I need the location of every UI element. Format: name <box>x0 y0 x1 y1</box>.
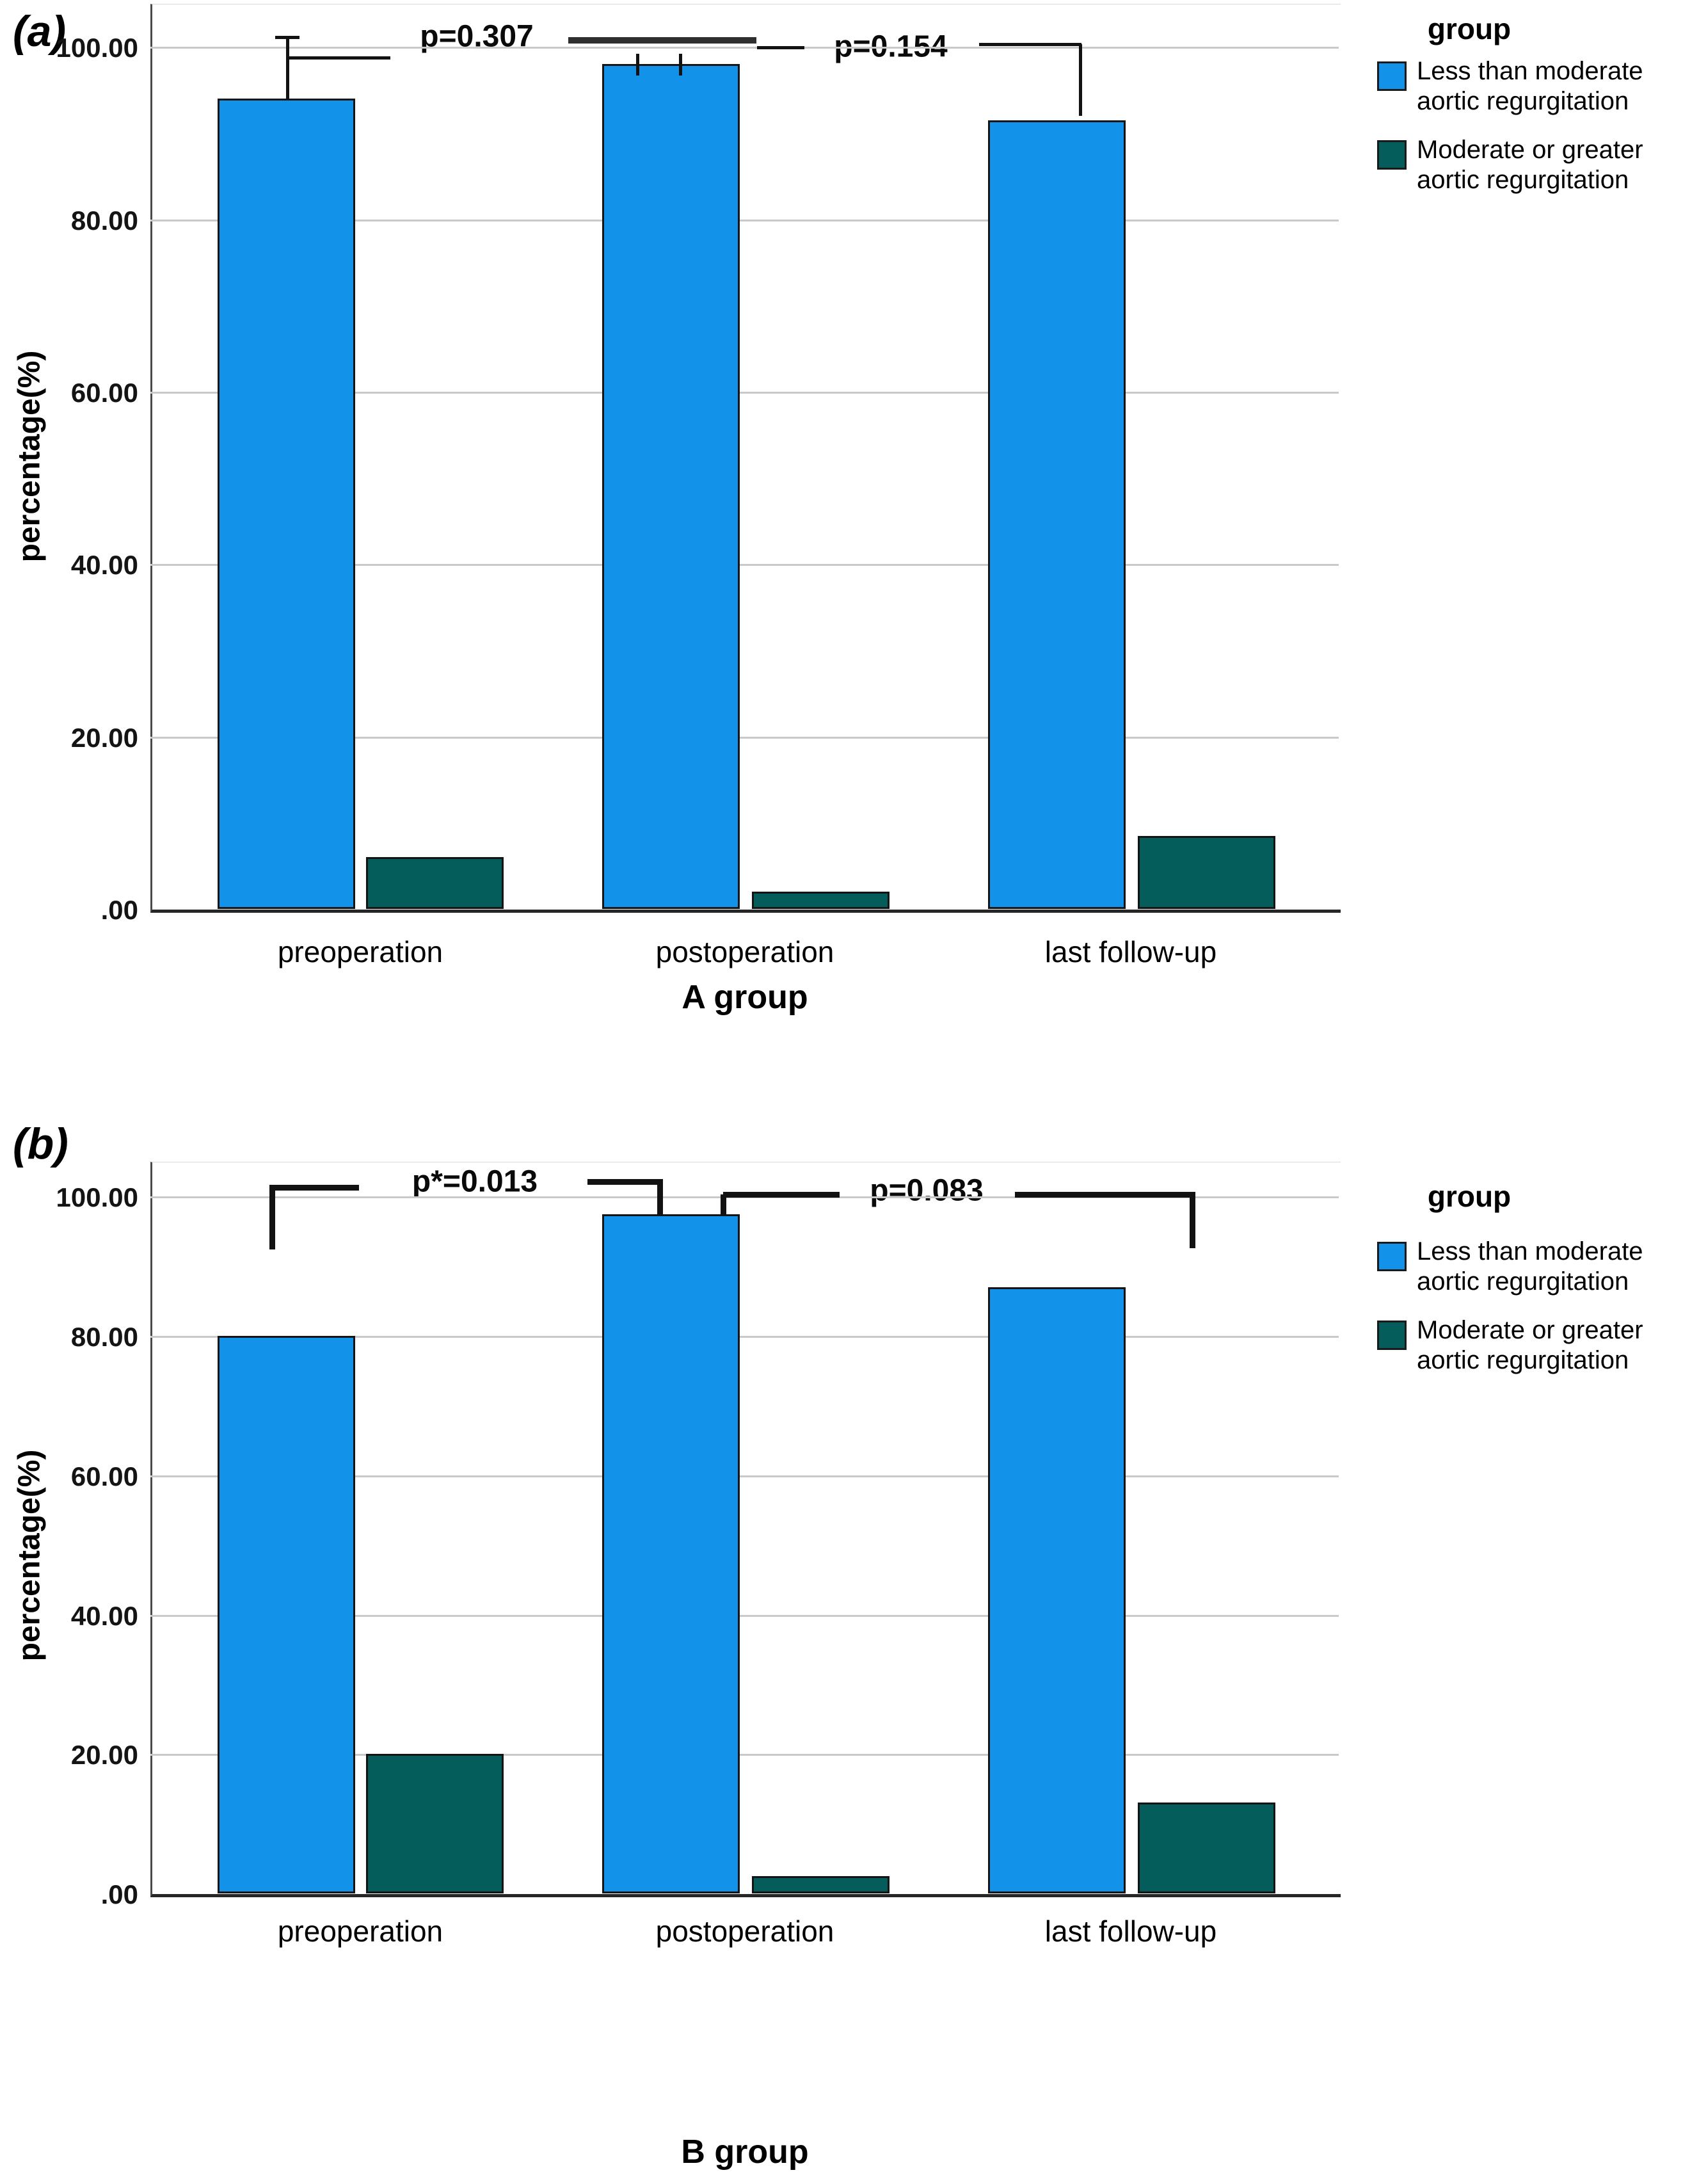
bar-moderate-or-greater-last-follow-up <box>1138 1803 1275 1893</box>
bar-less-than-moderate-preoperation <box>218 1336 355 1893</box>
bar-less-than-moderate-last-follow-up <box>988 120 1126 909</box>
y-tick-label-60: 60.00 <box>70 378 138 408</box>
annotation-line-4 <box>721 1194 726 1215</box>
gridline-60 <box>150 392 1339 394</box>
gridline-80 <box>150 1336 1339 1338</box>
gridline-40 <box>150 564 1339 566</box>
gridline-20 <box>150 1754 1339 1756</box>
x-tick-label-postoperation: postoperation <box>655 1915 834 1948</box>
y-tick-label-0: .00 <box>100 1879 138 1909</box>
annotation-line-5 <box>979 43 1081 46</box>
gridline-100 <box>150 47 1339 49</box>
legend-label-teal: Moderate or greater aortic regurgitation <box>1417 136 1643 194</box>
gridline-80 <box>150 219 1339 221</box>
panel-b-letter: (b) <box>13 1120 68 1168</box>
y-tick-label-20: 20.00 <box>70 722 138 753</box>
bar-moderate-or-greater-preoperation <box>366 1754 504 1893</box>
y-tick-label-100: 100.00 <box>56 33 138 63</box>
annotation-line-8 <box>679 54 682 76</box>
x-tick-label-preoperation: preoperation <box>277 1915 443 1948</box>
y-tick-label-60: 60.00 <box>70 1461 138 1491</box>
legend-label-blue: Less than moderate aortic regurgitation <box>1417 1237 1643 1296</box>
bar-moderate-or-greater-last-follow-up <box>1138 835 1275 909</box>
y-tick-label-0: .00 <box>100 895 138 925</box>
bar-less-than-moderate-postoperation <box>602 64 740 909</box>
p-value-annotation-b2: p=0.083 <box>870 1173 984 1208</box>
panel-a: (a) percentage(%) A group p=0.307 p=0.15… <box>0 0 1699 1063</box>
panel-b: (b) percentage(%) B group p*=0.013 p=0.0… <box>0 1088 1699 2184</box>
bar-less-than-moderate-preoperation <box>218 99 355 909</box>
annotation-line-2 <box>587 1179 663 1185</box>
legend-label-blue: Less than moderate aortic regurgitation <box>1417 57 1643 115</box>
y-tick-label-40: 40.00 <box>70 550 138 581</box>
y-tick-label-80: 80.00 <box>70 1322 138 1353</box>
y-tick-label-20: 20.00 <box>70 1740 138 1770</box>
bar-less-than-moderate-postoperation <box>602 1214 740 1893</box>
annotation-line-2 <box>289 56 390 60</box>
x-tick-label-last-follow-up: last follow-up <box>1044 1915 1217 1948</box>
gridline-60 <box>150 1475 1339 1477</box>
x-tick-label-preoperation: preoperation <box>277 935 443 968</box>
gridline-20 <box>150 736 1339 739</box>
annotation-line-1 <box>286 37 289 100</box>
legend-swatch-blue <box>1377 1242 1407 1271</box>
gridline-40 <box>150 1614 1339 1617</box>
legend-label-teal: Moderate or greater aortic regurgitation <box>1417 1316 1643 1374</box>
p-value-annotation-b1: p*=0.013 <box>411 1164 538 1199</box>
annotation-line-3 <box>657 1179 663 1215</box>
x-tick-label-postoperation: postoperation <box>655 935 834 968</box>
annotation-line-6 <box>1015 1192 1195 1198</box>
annotation-line-1 <box>269 1185 359 1191</box>
legend-swatch-teal <box>1377 1321 1407 1350</box>
annotation-line-4 <box>757 46 804 49</box>
annotation-line-6 <box>1079 44 1082 116</box>
bar-less-than-moderate-last-follow-up <box>988 1287 1126 1893</box>
annotation-line-3 <box>568 37 756 44</box>
legend-title-b: group <box>1427 1180 1512 1213</box>
bar-moderate-or-greater-preoperation <box>366 857 504 909</box>
panel-a-letter: (a) <box>13 7 67 56</box>
annotation-line-7 <box>636 54 639 76</box>
y-tick-label-40: 40.00 <box>70 1600 138 1631</box>
bar-moderate-or-greater-postoperation <box>752 1875 889 1893</box>
x-tick-label-last-follow-up: last follow-up <box>1044 935 1217 968</box>
y-tick-label-80: 80.00 <box>70 205 138 236</box>
legend-title-a: group <box>1427 12 1512 45</box>
p-value-annotation-a2: p=0.154 <box>834 29 948 64</box>
bar-moderate-or-greater-postoperation <box>752 892 889 909</box>
annotation-line-5 <box>723 1192 840 1198</box>
annotation-line-7 <box>1190 1192 1195 1248</box>
legend-swatch-blue <box>1377 61 1407 91</box>
x-axis-title-a: A group <box>682 979 808 1016</box>
x-axis-title-b: B group <box>681 2133 809 2171</box>
annotation-line-0 <box>269 1185 275 1249</box>
legend-swatch-teal <box>1377 140 1407 170</box>
y-tick-label-100: 100.00 <box>56 1182 138 1213</box>
